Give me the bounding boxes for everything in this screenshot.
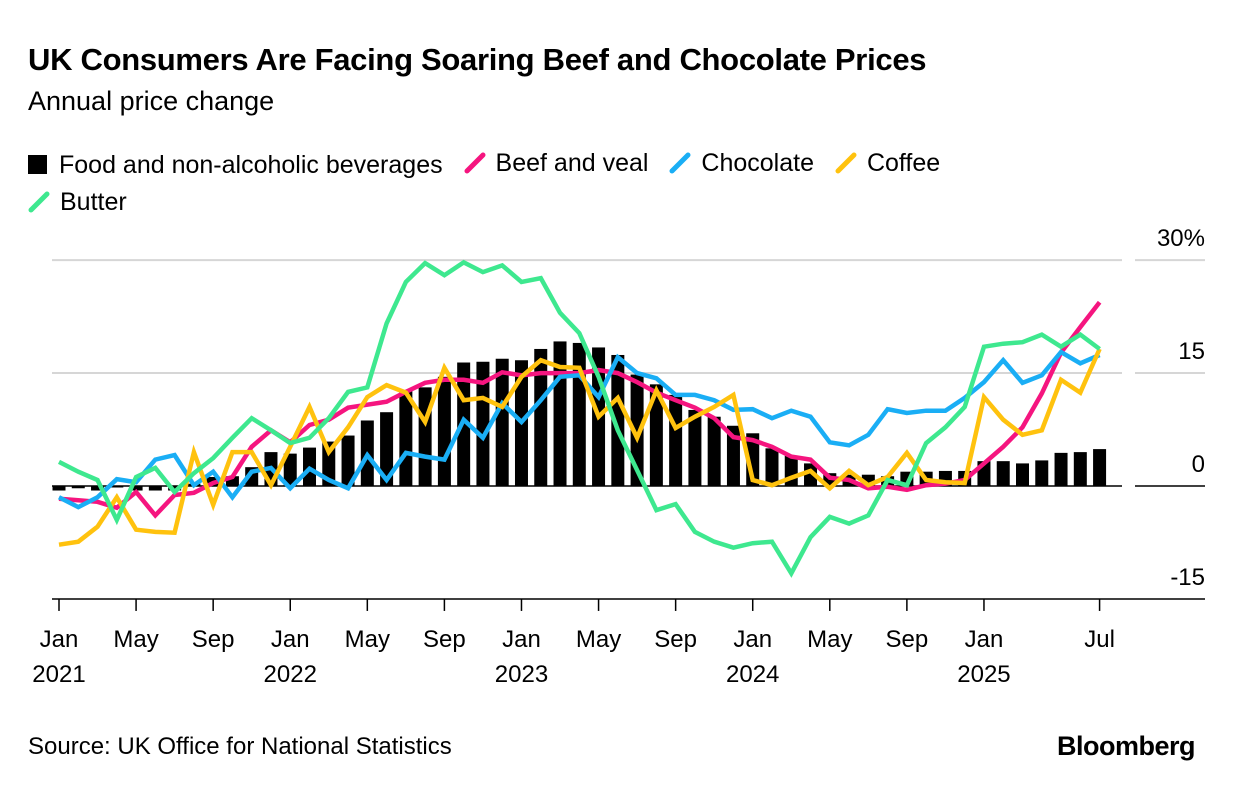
x-tick-label: Jan — [271, 626, 310, 653]
legend-swatch-coffee — [835, 152, 857, 174]
bar-food — [129, 486, 143, 491]
bar-food — [399, 390, 413, 486]
legend-item-butter: Butter — [28, 184, 127, 220]
bar-food — [707, 416, 721, 486]
bar-food — [148, 486, 162, 491]
bar-food — [1016, 463, 1029, 486]
y-tick-label: 30% — [1157, 225, 1205, 252]
bar-food — [534, 348, 548, 486]
legend-swatch-beef — [464, 152, 486, 174]
y-tick-label: -15 — [1170, 564, 1205, 591]
x-tick-year-label: 2024 — [726, 661, 779, 688]
x-tick-label: May — [807, 626, 852, 653]
x-tick-label: May — [345, 626, 390, 653]
bar-food — [418, 387, 432, 486]
bar-food — [1035, 460, 1049, 486]
bar-food — [669, 394, 683, 486]
bloomberg-logo: Bloomberg — [1056, 731, 1196, 761]
bar-food — [380, 412, 394, 486]
line-coffee — [58, 348, 1102, 547]
bar-food — [495, 358, 509, 486]
x-tick-label: Jan — [965, 626, 1004, 653]
line-chocolate — [57, 349, 1101, 510]
legend-swatch-chocolate — [669, 152, 691, 174]
x-tick-label: Jul — [1084, 626, 1115, 653]
legend-swatch-butter — [28, 191, 50, 213]
bar-food — [688, 409, 702, 486]
x-tick-label: Sep — [654, 626, 697, 653]
bar-food — [1054, 452, 1068, 486]
bar-food — [341, 435, 355, 486]
bar-food — [726, 425, 740, 486]
x-tick-label: Sep — [192, 626, 235, 653]
chart-subtitle: Annual price change — [28, 86, 275, 116]
y-tick-label: 15 — [1178, 338, 1205, 365]
bar-food — [630, 374, 644, 486]
legend-label-chocolate: Chocolate — [701, 149, 814, 177]
bar-food — [110, 486, 124, 488]
line-butter — [57, 259, 1101, 578]
legend-item-beef: Beef and veal — [464, 145, 649, 181]
bar-food — [572, 342, 586, 486]
x-tick-year-label: 2023 — [495, 661, 548, 688]
bar-food — [71, 486, 85, 489]
y-tick-label: 0 — [1192, 451, 1205, 478]
legend-item-coffee: Coffee — [835, 145, 940, 181]
bar-food — [476, 361, 490, 486]
x-tick-label: Jan — [733, 626, 772, 653]
bar-food — [322, 441, 336, 486]
source-note: Source: UK Office for National Statistic… — [28, 733, 452, 760]
bar-food — [437, 376, 451, 486]
x-tick-label: Sep — [423, 626, 466, 653]
chart-title: UK Consumers Are Facing Soaring Beef and… — [28, 42, 927, 77]
x-tick-label: Jan — [502, 626, 541, 653]
bar-food — [765, 448, 779, 486]
legend-label-beef: Beef and veal — [495, 149, 649, 177]
bar-food — [225, 476, 239, 486]
bar-food — [1093, 449, 1107, 486]
bar-food — [649, 384, 663, 486]
legend-label-butter: Butter — [60, 188, 127, 216]
bar-food — [1073, 452, 1087, 486]
x-tick-label: Sep — [886, 626, 929, 653]
x-tick-year-label: 2025 — [957, 661, 1010, 688]
legend-item-chocolate: Chocolate — [669, 145, 814, 181]
x-tick-year-label: 2022 — [264, 661, 317, 688]
bar-food — [996, 461, 1010, 486]
bar-food — [168, 486, 182, 491]
legend-label-food: Food and non-alcoholic beverages — [59, 150, 443, 179]
x-tick-label: May — [113, 626, 158, 653]
x-tick-label: May — [576, 626, 621, 653]
legend-swatch-food — [28, 155, 47, 174]
bar-food — [804, 463, 818, 486]
legend-label-coffee: Coffee — [866, 149, 941, 177]
bar-food — [52, 486, 66, 491]
x-tick-year-label: 2021 — [32, 661, 85, 688]
bar-food — [611, 354, 625, 486]
legend: Food and non-alcoholic beverages Beef an… — [28, 145, 1178, 223]
bar-food — [283, 453, 297, 486]
bar-food — [91, 486, 105, 491]
x-tick-label: Jan — [40, 626, 79, 653]
legend-item-food: Food and non-alcoholic beverages — [28, 147, 443, 183]
bar-food — [861, 474, 875, 486]
